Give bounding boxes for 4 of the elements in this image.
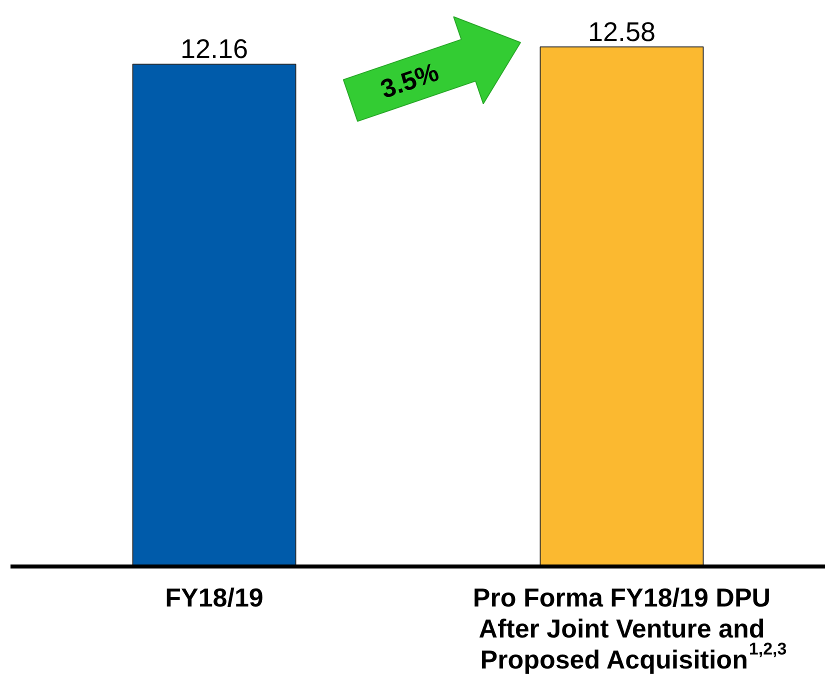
x-tick-label: FY18/19 — [165, 582, 264, 612]
data-label: 12.58 — [588, 16, 656, 47]
data-label: 12.16 — [180, 34, 248, 64]
annotation: 3.5% — [376, 56, 442, 104]
